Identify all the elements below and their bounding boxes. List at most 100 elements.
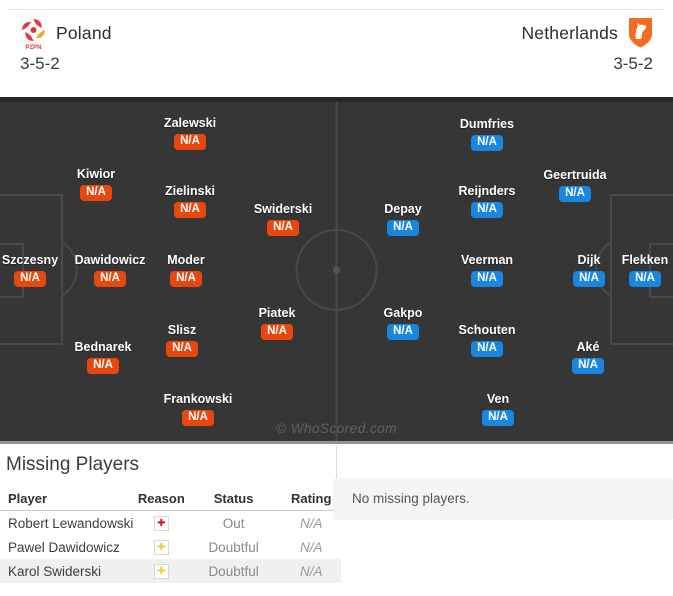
player-name: Slisz [167, 323, 197, 337]
red-cross-icon: ✚ [153, 515, 169, 531]
away-player-marker[interactable]: Dijk N/A [534, 254, 644, 287]
away-player-marker[interactable]: Ven N/A [443, 393, 553, 426]
match-header: PZPN Poland 3-5-2 Netherlands 3-5-2 [0, 0, 673, 97]
player-name: Szczesny [1, 253, 59, 267]
top-border-line [8, 9, 665, 10]
netherlands-knvb-crest-icon [629, 18, 652, 48]
column-header-status: Status [213, 490, 254, 506]
player-rating-badge: N/A [471, 270, 503, 287]
missing-player-status: Out [222, 515, 245, 531]
away-player-marker[interactable]: Reijnders N/A [432, 185, 542, 218]
missing-player-status: Doubtful [208, 563, 259, 579]
away-player-marker[interactable]: Schouten N/A [432, 324, 542, 357]
away-team-name: Netherlands [521, 23, 618, 43]
reason-cell: ✚ [137, 539, 186, 555]
missing-players-table: Player Reason Status Rating Robert Lewan… [0, 486, 341, 583]
missing-player-row: Karol Swiderski ✚ Doubtful N/A [0, 559, 341, 583]
yellow-plus-icon: ✚ [153, 539, 169, 555]
player-rating-badge: N/A [482, 409, 514, 426]
player-rating-badge: N/A [261, 323, 293, 340]
player-rating-badge: N/A [471, 340, 503, 357]
player-rating-badge: N/A [174, 133, 206, 150]
formation-pitch: Szczesny N/A Kiwior N/A Dawidowicz N/A Bednare… [0, 97, 673, 441]
away-player-marker[interactable]: Gakpo N/A [348, 307, 458, 340]
player-rating-badge: N/A [387, 219, 419, 236]
player-name: Kiwior [76, 167, 116, 181]
away-team-header: Netherlands [521, 17, 654, 50]
away-formation: 3-5-2 [613, 54, 653, 73]
missing-player-name: Pawel Dawidowicz [8, 539, 120, 555]
reason-cell: ✚ [137, 563, 186, 579]
player-rating-badge: N/A [14, 270, 46, 287]
home-formation: 3-5-2 [20, 54, 60, 73]
player-name: Ven [486, 392, 510, 406]
home-team-name: Poland [56, 23, 112, 43]
player-name: Dawidowicz [74, 253, 146, 267]
missing-players-section: Missing Players Player Reason Status Rat… [0, 444, 673, 596]
player-rating-badge: N/A [471, 134, 503, 151]
home-player-marker[interactable]: Dawidowicz N/A [55, 254, 165, 287]
away-no-missing-players-box: No missing players. [333, 478, 673, 520]
home-player-marker[interactable]: Zielinski N/A [135, 185, 245, 218]
home-player-marker[interactable]: Piatek N/A [222, 307, 332, 340]
player-rating-badge: N/A [471, 201, 503, 218]
away-player-marker[interactable]: Dumfries N/A [432, 118, 542, 151]
player-name: Reijnders [458, 184, 516, 198]
yellow-plus-icon: ✚ [153, 563, 169, 579]
player-name: Depay [384, 202, 422, 216]
player-rating-badge: N/A [170, 270, 202, 287]
missing-player-row: Pawel Dawidowicz ✚ Doubtful N/A [0, 535, 341, 559]
home-player-marker[interactable]: Swiderski N/A [228, 203, 338, 236]
player-rating-badge: N/A [267, 219, 299, 236]
away-no-missing-players-text: No missing players. [352, 491, 470, 506]
home-player-marker[interactable]: Szczesny N/A [0, 254, 85, 287]
column-header-player: Player [8, 490, 48, 506]
missing-player-name: Robert Lewandowski [8, 515, 134, 531]
away-player-marker[interactable]: Flekken N/A [590, 254, 673, 287]
player-name: Moder [167, 253, 205, 267]
player-rating-badge: N/A [80, 184, 112, 201]
home-player-marker[interactable]: Zalewski N/A [135, 117, 245, 150]
home-player-marker[interactable]: Moder N/A [131, 254, 241, 287]
player-rating-badge: N/A [572, 357, 604, 374]
home-player-marker[interactable]: Slisz N/A [127, 324, 237, 357]
player-name: Aké [576, 340, 600, 354]
player-rating-badge: N/A [174, 201, 206, 218]
away-player-marker[interactable]: Aké N/A [533, 341, 643, 374]
home-player-marker[interactable]: Kiwior N/A [41, 168, 151, 201]
player-name: Dumfries [459, 117, 515, 131]
home-player-marker[interactable]: Bednarek N/A [48, 341, 158, 374]
player-name: Veerman [460, 253, 514, 267]
home-team-header: PZPN Poland [20, 17, 112, 50]
away-player-marker[interactable]: Veerman N/A [432, 254, 542, 287]
away-player-marker[interactable]: Geertruida N/A [520, 169, 630, 202]
missing-players-title: Missing Players [6, 454, 140, 475]
missing-player-status: Doubtful [208, 539, 259, 555]
player-name: Frankowski [163, 392, 233, 406]
missing-player-row: Robert Lewandowski ✚ Out N/A [0, 511, 341, 535]
poland-pzpn-crest-icon: PZPN [21, 18, 46, 50]
away-player-marker[interactable]: Depay N/A [348, 203, 458, 236]
column-header-reason: Reason [137, 490, 185, 506]
player-rating-badge: N/A [559, 185, 591, 202]
player-rating-badge: N/A [387, 323, 419, 340]
missing-players-header-row: Player Reason Status Rating [0, 486, 341, 511]
player-name: Swiderski [253, 202, 313, 216]
player-name: Schouten [458, 323, 516, 337]
player-name: Geertruida [543, 168, 607, 182]
player-rating-badge: N/A [87, 357, 119, 374]
player-rating-badge: N/A [182, 409, 214, 426]
player-rating-badge: N/A [573, 270, 605, 287]
player-name: Gakpo [383, 306, 423, 320]
reason-cell: ✚ [137, 515, 186, 531]
player-name: Piatek [258, 306, 296, 320]
column-header-rating: Rating [290, 490, 332, 506]
player-rating-badge: N/A [629, 270, 661, 287]
missing-player-rating: N/A [299, 563, 323, 579]
pitch-top-shade [0, 97, 673, 102]
missing-player-rating: N/A [299, 539, 323, 555]
missing-player-name: Karol Swiderski [8, 563, 102, 579]
player-name: Dijk [577, 253, 601, 267]
home-player-marker[interactable]: Frankowski N/A [143, 393, 253, 426]
player-rating-badge: N/A [166, 340, 198, 357]
